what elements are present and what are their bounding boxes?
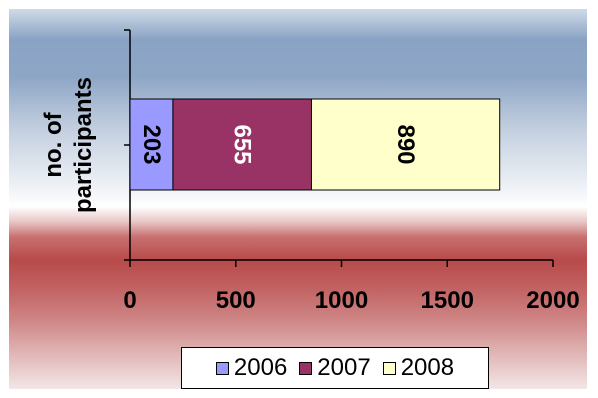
legend-swatch (215, 361, 229, 375)
legend-swatch (382, 361, 396, 375)
legend-item-2008: 2008 (382, 354, 455, 382)
x-tick-label: 0 (123, 287, 136, 314)
y-axis-label-line-1: no. of (40, 111, 67, 177)
y-axis-label: no. of participants (40, 77, 97, 213)
data-label-2007: 655 (229, 124, 256, 164)
legend-label: 2006 (233, 354, 288, 381)
bar-series: 203 655 890 (129, 98, 501, 191)
data-label-2006: 203 (138, 124, 165, 164)
legend-item-2006: 2006 (215, 354, 288, 382)
x-tick-label: 500 (216, 287, 256, 314)
legend-swatch (299, 361, 313, 375)
legend-label: 2008 (400, 354, 455, 381)
y-axis-label-line-2: participants (70, 77, 97, 213)
legend-item-2007: 2007 (299, 354, 371, 382)
x-tick-labels: 0 500 1000 1500 2000 (123, 287, 579, 314)
data-label-2008: 890 (392, 124, 419, 164)
legend: 2006 2007 2008 (181, 347, 489, 389)
x-tick-label: 1000 (315, 287, 368, 314)
x-tick-label: 1500 (421, 287, 474, 314)
chart-area (9, 9, 587, 389)
bar-segment-2008 (310, 98, 501, 191)
bar-segment-2007 (172, 98, 312, 191)
x-tick-label: 2000 (526, 287, 579, 314)
legend-label: 2007 (317, 354, 371, 381)
